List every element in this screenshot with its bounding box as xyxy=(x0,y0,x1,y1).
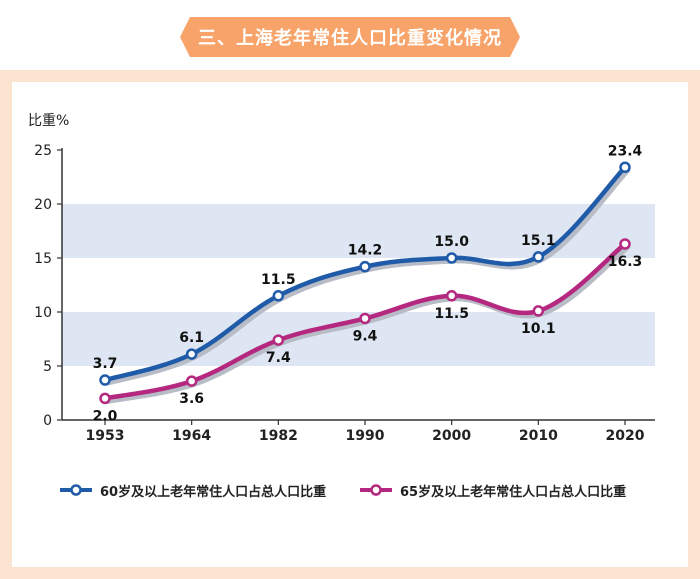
x-tick-label: 1990 xyxy=(346,428,385,444)
y-tick-label: 0 xyxy=(43,413,52,429)
legend-swatch-60 xyxy=(60,484,92,496)
y-tick-label: 20 xyxy=(34,197,52,213)
data-point xyxy=(99,374,111,386)
y-tick-label: 10 xyxy=(34,305,52,321)
legend-label-60: 60岁及以上老年常住人口占总人口比重 xyxy=(100,484,327,500)
data-label: 9.4 xyxy=(353,328,378,344)
data-point xyxy=(445,290,458,302)
data-point xyxy=(185,375,198,387)
legend-label-65: 65岁及以上老年常住人口占总人口比重 xyxy=(400,484,627,500)
data-point xyxy=(272,334,285,346)
data-point xyxy=(359,312,371,325)
page-title: 三、上海老年常住人口比重变化情况 xyxy=(180,17,520,57)
y-tick-label: 15 xyxy=(34,251,52,267)
data-point xyxy=(532,251,545,263)
x-tick-label: 2020 xyxy=(606,428,645,444)
data-label: 10.1 xyxy=(521,321,556,337)
data-label: 11.5 xyxy=(434,306,469,322)
data-label: 15.1 xyxy=(521,233,556,249)
legend-item-60: 60岁及以上老年常住人口占总人口比重 xyxy=(58,478,326,502)
x-tick-label: 2010 xyxy=(519,428,558,444)
data-point xyxy=(532,305,545,317)
data-point xyxy=(619,161,631,174)
x-tick-label: 1982 xyxy=(259,428,298,444)
x-tick-label: 1964 xyxy=(172,428,211,444)
x-tick-label: 1953 xyxy=(86,428,125,444)
y-tick-label: 25 xyxy=(34,143,52,159)
data-point xyxy=(359,260,371,273)
header: 三、上海老年常住人口比重变化情况 xyxy=(0,0,700,70)
data-label: 3.7 xyxy=(93,356,118,372)
data-label: 14.2 xyxy=(348,243,383,259)
legend-item-65: 65岁及以上老年常住人口占总人口比重 xyxy=(358,478,626,502)
data-label: 15.0 xyxy=(434,234,469,250)
data-point xyxy=(619,238,631,250)
x-tick-label: 2000 xyxy=(432,428,471,444)
data-label: 6.1 xyxy=(179,330,204,346)
data-label: 7.4 xyxy=(266,350,291,366)
data-label: 11.5 xyxy=(261,272,296,288)
data-point xyxy=(185,348,198,360)
legend-swatch-65 xyxy=(360,484,392,496)
data-point xyxy=(272,290,285,302)
y-axis-label: 比重% xyxy=(28,113,69,129)
data-label: 23.4 xyxy=(608,143,643,159)
data-point xyxy=(445,252,458,264)
y-tick-label: 5 xyxy=(43,359,52,375)
data-point xyxy=(99,392,111,405)
data-label: 3.6 xyxy=(179,391,204,407)
data-label: 16.3 xyxy=(608,254,643,270)
data-label: 2.0 xyxy=(93,408,118,424)
